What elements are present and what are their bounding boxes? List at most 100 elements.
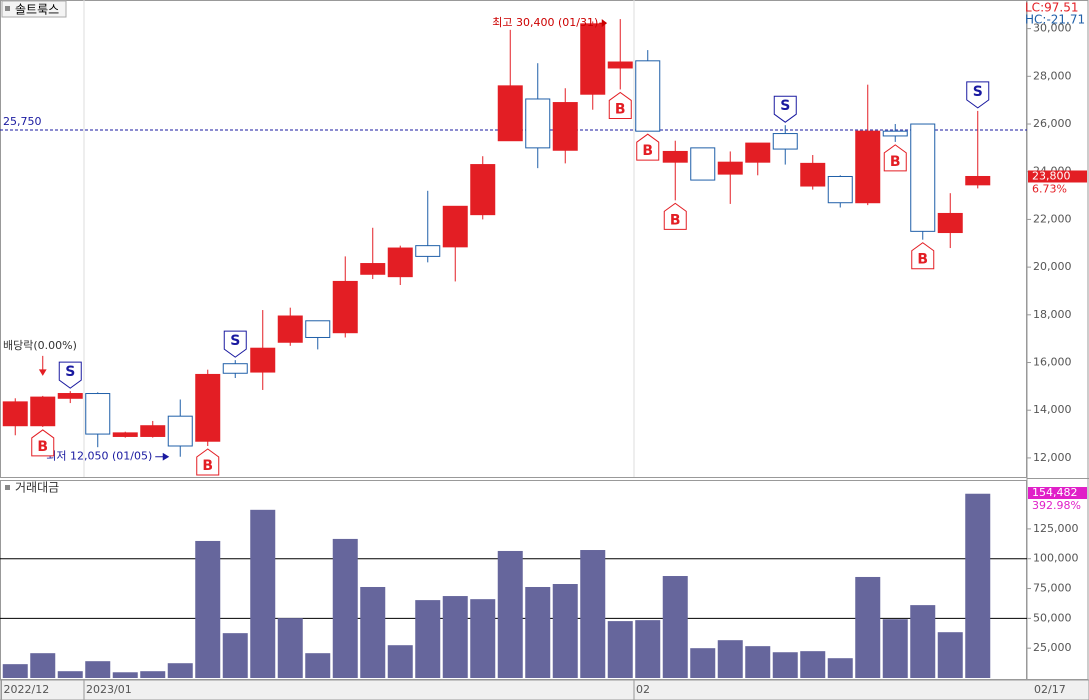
low-annotation: 최저 12,050 (01/05) xyxy=(46,450,152,463)
candle-body xyxy=(827,175,853,204)
volume-bar xyxy=(607,621,633,678)
volume-bar xyxy=(525,586,551,678)
volume-bar xyxy=(30,653,56,678)
candle-body xyxy=(30,396,56,427)
signal-label: S xyxy=(230,333,240,349)
ref-line-label: 25,750 xyxy=(3,115,42,128)
volume-bar xyxy=(552,584,578,678)
y-tick-label: 28,000 xyxy=(1033,69,1072,82)
candle-body xyxy=(305,320,331,338)
x-end-label: 02/17 xyxy=(1034,683,1066,696)
sell-signal xyxy=(58,361,82,389)
chart-title: 솔트룩스 xyxy=(15,3,59,17)
signal-label: B xyxy=(202,458,213,474)
volume-bar xyxy=(827,658,853,678)
volume-bar xyxy=(140,671,166,678)
candle-body xyxy=(57,393,83,399)
y-tick-label: 30,000 xyxy=(1033,22,1072,35)
candle-body xyxy=(140,425,166,437)
signal-label: B xyxy=(670,212,681,228)
volume-bar xyxy=(855,576,881,678)
candle-body xyxy=(635,60,661,132)
y-tick-label: 14,000 xyxy=(1033,403,1072,416)
candle-body xyxy=(250,347,276,373)
candle-body xyxy=(772,133,798,150)
x-tick-label: 2022/12 xyxy=(4,683,50,696)
candle-body xyxy=(580,23,606,95)
volume-bar xyxy=(442,596,468,678)
y-tick-label: 100,000 xyxy=(1033,552,1079,565)
candle-body xyxy=(387,247,413,278)
volume-bar xyxy=(195,540,221,678)
candle-body xyxy=(85,393,111,435)
high-annotation: 최고 30,400 (01/31) xyxy=(492,16,598,29)
candle-body xyxy=(112,432,138,437)
candle-body xyxy=(607,61,633,69)
candle-body xyxy=(442,205,468,248)
buy-signal xyxy=(636,133,660,161)
buy-signal xyxy=(196,448,220,476)
volume-bar xyxy=(387,645,413,678)
volume-bar xyxy=(800,651,826,678)
candle-body xyxy=(2,401,28,427)
arrow xyxy=(599,19,608,28)
candle-body xyxy=(470,164,496,216)
volume-bar xyxy=(690,648,716,678)
buy-signal xyxy=(31,429,55,457)
candle-body xyxy=(360,263,386,275)
volume-bar xyxy=(222,633,248,678)
candle-body xyxy=(167,415,193,447)
y-tick-label: 18,000 xyxy=(1033,308,1072,321)
y-tick-label: 25,000 xyxy=(1033,641,1072,654)
volume-bar xyxy=(250,509,276,678)
volume-bar xyxy=(415,600,441,678)
volume-bar xyxy=(470,599,496,678)
buy-signal xyxy=(663,202,687,230)
exdiv-annotation: 배당락(0.00%) xyxy=(3,339,77,352)
sell-signal xyxy=(966,81,990,109)
buy-signal xyxy=(883,144,907,172)
arrow xyxy=(155,452,170,461)
volume-bar xyxy=(57,671,83,678)
arrow xyxy=(38,355,47,376)
candle-body xyxy=(937,212,963,234)
buy-signal xyxy=(608,91,632,119)
lc-label: LC:97.51 xyxy=(1025,1,1078,15)
y-tick-label: 12,000 xyxy=(1033,451,1072,464)
volume-bar xyxy=(772,652,798,678)
last-value-label: 154,482 xyxy=(1032,486,1078,499)
signal-label: B xyxy=(642,143,653,159)
candle-body xyxy=(745,142,771,163)
change-label: 6.73% xyxy=(1032,182,1067,195)
candle-body xyxy=(717,161,743,175)
volume-bar xyxy=(497,550,523,678)
volume-bar xyxy=(882,619,908,678)
signal-label: B xyxy=(37,439,48,455)
y-tick-label: 75,000 xyxy=(1033,582,1072,595)
sell-signal xyxy=(223,330,247,358)
title-box xyxy=(1,0,67,18)
current-price-box xyxy=(1028,170,1087,183)
candle-body xyxy=(552,102,578,151)
signal-label: S xyxy=(973,84,983,100)
candle-body xyxy=(965,175,991,186)
volume-bar xyxy=(965,493,991,678)
y-tick-label: 26,000 xyxy=(1033,117,1072,130)
candle-body xyxy=(855,130,881,204)
candle-body xyxy=(195,373,221,442)
volume-bar xyxy=(910,605,936,678)
volume-title: 거래대금 xyxy=(15,481,59,495)
signal-label: S xyxy=(65,364,75,380)
y-tick-label: 125,000 xyxy=(1033,522,1079,535)
signal-label: B xyxy=(890,154,901,170)
candle-body xyxy=(415,245,441,257)
signal-label: S xyxy=(780,98,790,114)
candle-body xyxy=(332,280,358,334)
sell-signal xyxy=(773,95,797,123)
hc-label: HC:-21.71 xyxy=(1025,13,1085,27)
signal-label: B xyxy=(917,252,928,268)
candle-body xyxy=(497,85,523,142)
volume-bar xyxy=(662,576,688,678)
x-tick-label: 02 xyxy=(636,683,650,696)
y-tick-label: 20,000 xyxy=(1033,260,1072,273)
